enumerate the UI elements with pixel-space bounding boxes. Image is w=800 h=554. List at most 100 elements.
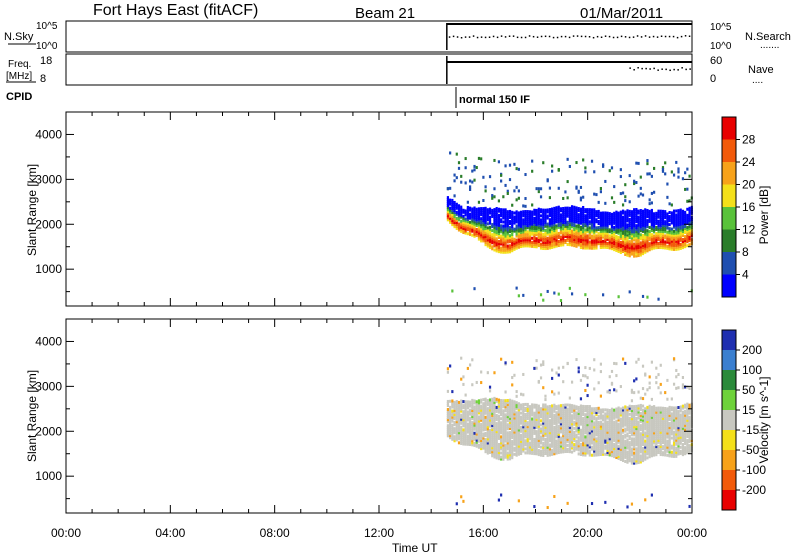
echo-cell — [473, 210, 476, 214]
echo-cell — [508, 437, 512, 441]
echo-cell — [542, 405, 545, 409]
echo-cell — [615, 421, 618, 425]
echo-cell — [480, 443, 483, 447]
echo-cell — [457, 427, 461, 431]
echo-cell — [582, 232, 585, 236]
echo-cell — [575, 208, 578, 212]
echo-cell — [508, 443, 512, 447]
echo-cell — [522, 220, 525, 224]
echo-cell — [675, 225, 678, 229]
echo-cell — [646, 413, 649, 417]
echo-cell — [457, 228, 461, 232]
echo-cell — [537, 227, 540, 231]
echo-cell — [688, 210, 691, 214]
echo-cell — [506, 212, 509, 216]
echo-cell — [630, 409, 634, 413]
scatter-echo — [681, 383, 685, 387]
echo-cell — [502, 427, 505, 431]
echo-cell — [455, 404, 458, 408]
echo-cell — [539, 415, 543, 419]
echo-cell — [635, 433, 638, 437]
echo-cell — [453, 200, 456, 204]
echo-cell — [553, 210, 556, 214]
echo-cell — [653, 238, 656, 242]
echo-cell — [462, 222, 465, 226]
echo-cell — [570, 239, 574, 243]
scatter-echo — [602, 164, 605, 168]
echo-cell — [661, 219, 665, 223]
echo-cell — [599, 416, 602, 420]
echo-cell — [597, 426, 600, 430]
echo-cell — [493, 413, 496, 417]
echo-cell — [482, 404, 485, 408]
nsearch-dot — [608, 35, 611, 38]
echo-cell — [688, 224, 691, 228]
echo-cell — [497, 428, 501, 432]
echo-cell — [666, 407, 669, 411]
echo-cell — [677, 221, 680, 225]
echo-cell — [606, 412, 609, 416]
echo-cell — [533, 431, 536, 435]
echo-cell — [535, 210, 538, 214]
echo-cell — [586, 425, 589, 429]
echo-cell — [653, 439, 656, 443]
echo-cell — [626, 213, 629, 217]
echo-cell — [506, 409, 509, 413]
scatter-echo — [535, 366, 538, 370]
echo-cell — [659, 416, 662, 420]
echo-cell — [681, 416, 685, 420]
echo-cell — [535, 225, 538, 229]
echo-cell — [686, 434, 689, 438]
echo-cell — [672, 438, 676, 442]
echo-cell — [633, 447, 636, 451]
scatter-echo — [577, 190, 580, 194]
echo-cell — [639, 434, 642, 438]
echo-cell — [653, 421, 656, 425]
echo-cell — [617, 446, 620, 450]
echo-cell — [548, 429, 552, 433]
scatter-echo — [586, 376, 589, 380]
echo-cell — [519, 230, 523, 234]
echo-cell — [468, 224, 472, 228]
nsearch-dot — [596, 35, 599, 38]
echo-cell — [528, 427, 532, 431]
echo-cell — [624, 405, 627, 409]
echo-cell — [575, 445, 578, 449]
scatter-echo — [686, 187, 689, 191]
echo-cell — [531, 214, 534, 218]
echo-cell — [557, 410, 560, 414]
echo-cell — [579, 444, 583, 448]
echo-cell — [495, 211, 498, 215]
echo-cell — [633, 236, 636, 240]
echo-cell — [528, 240, 532, 244]
echo-cell — [477, 237, 481, 241]
echo-cell — [630, 214, 634, 218]
echo-cell — [675, 239, 678, 243]
echo-cell — [630, 431, 634, 435]
echo-cell — [515, 429, 518, 433]
echo-cell — [672, 414, 676, 418]
echo-cell — [455, 426, 458, 430]
echo-cell — [575, 236, 578, 240]
echo-cell — [579, 243, 583, 247]
echo-cell — [468, 438, 472, 442]
echo-cell — [579, 430, 583, 434]
echo-cell — [486, 210, 489, 214]
echo-cell — [666, 236, 669, 240]
echo-cell — [621, 408, 625, 412]
echo-cell — [672, 233, 676, 237]
echo-cell — [555, 224, 558, 228]
echo-cell — [493, 441, 496, 445]
echo-cell — [628, 445, 631, 449]
echo-cell — [668, 235, 671, 239]
echo-cell — [557, 436, 560, 440]
echo-cell — [484, 438, 487, 442]
echo-cell — [468, 226, 472, 230]
echo-cell — [568, 222, 571, 226]
echo-cell — [495, 231, 498, 235]
echo-cell — [562, 440, 565, 444]
echo-cell — [626, 229, 629, 233]
echo-cell — [590, 415, 594, 419]
echo-cell — [511, 222, 514, 226]
echo-cell — [559, 231, 563, 235]
